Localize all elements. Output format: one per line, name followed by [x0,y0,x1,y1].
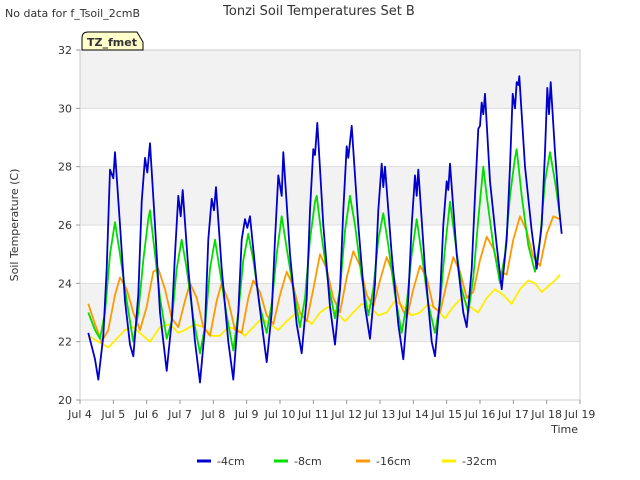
y-tick-label: 20 [58,394,72,407]
legend: -4cm -8cm -16cm -32cm [197,455,497,468]
background-band [80,166,580,225]
x-axis-label: Time [550,423,578,436]
legend-label: -8cm [294,455,322,468]
x-tick-label: Jul 12 [330,408,362,421]
background-band [80,50,580,109]
y-tick-label: 30 [58,102,72,115]
x-tick-label: Jul 18 [530,408,562,421]
no-data-note: No data for f_Tsoil_2cmB [5,7,140,20]
x-tick-label: Jul 17 [497,408,529,421]
x-axis-ticks: Jul 4 Jul 5 Jul 6 Jul 7 Jul 8 Jul 9 Jul 10 Jul … [67,400,595,421]
series-line-4cmcm [87,75,563,384]
y-tick-label: 32 [58,44,72,57]
series-layer [87,75,563,384]
x-tick-label: Jul 14 [397,408,429,421]
x-tick-label: Jul 5 [100,408,125,421]
x-tick-label: Jul 13 [364,408,396,421]
x-tick-label: Jul 11 [297,408,329,421]
x-tick-label: Jul 4 [67,408,92,421]
y-tick-label: 22 [58,336,72,349]
legend-item: -8cm [274,455,322,468]
y-tick-label: 26 [58,219,72,232]
chart-title: Tonzi Soil Temperatures Set B [222,4,415,19]
x-tick-label: Jul 9 [234,408,259,421]
x-tick-label: Jul 10 [264,408,296,421]
series-line-8cmcm [87,148,561,355]
legend-label: -4cm [217,455,245,468]
legend-item: -16cm [356,455,411,468]
station-badge-label: TZ_fmet [87,36,137,49]
legend-label: -32cm [462,455,497,468]
y-axis-label: Soil Temperature (C) [8,169,21,282]
x-tick-label: Jul 7 [167,408,192,421]
x-tick-label: Jul 6 [134,408,159,421]
x-tick-label: Jul 16 [464,408,496,421]
x-tick-label: Jul 15 [430,408,462,421]
station-badge: TZ_fmet [81,31,144,51]
legend-item: -4cm [197,455,245,468]
series-line-16cmcm [87,215,561,343]
y-axis-ticks: 20 22 24 26 28 30 32 [58,44,80,407]
legend-label: -16cm [376,455,411,468]
x-tick-label: Jul 8 [200,408,225,421]
y-tick-label: 24 [58,277,72,290]
legend-item: -32cm [442,455,497,468]
y-tick-label: 28 [58,161,72,174]
x-tick-label: Jul 19 [564,408,596,421]
